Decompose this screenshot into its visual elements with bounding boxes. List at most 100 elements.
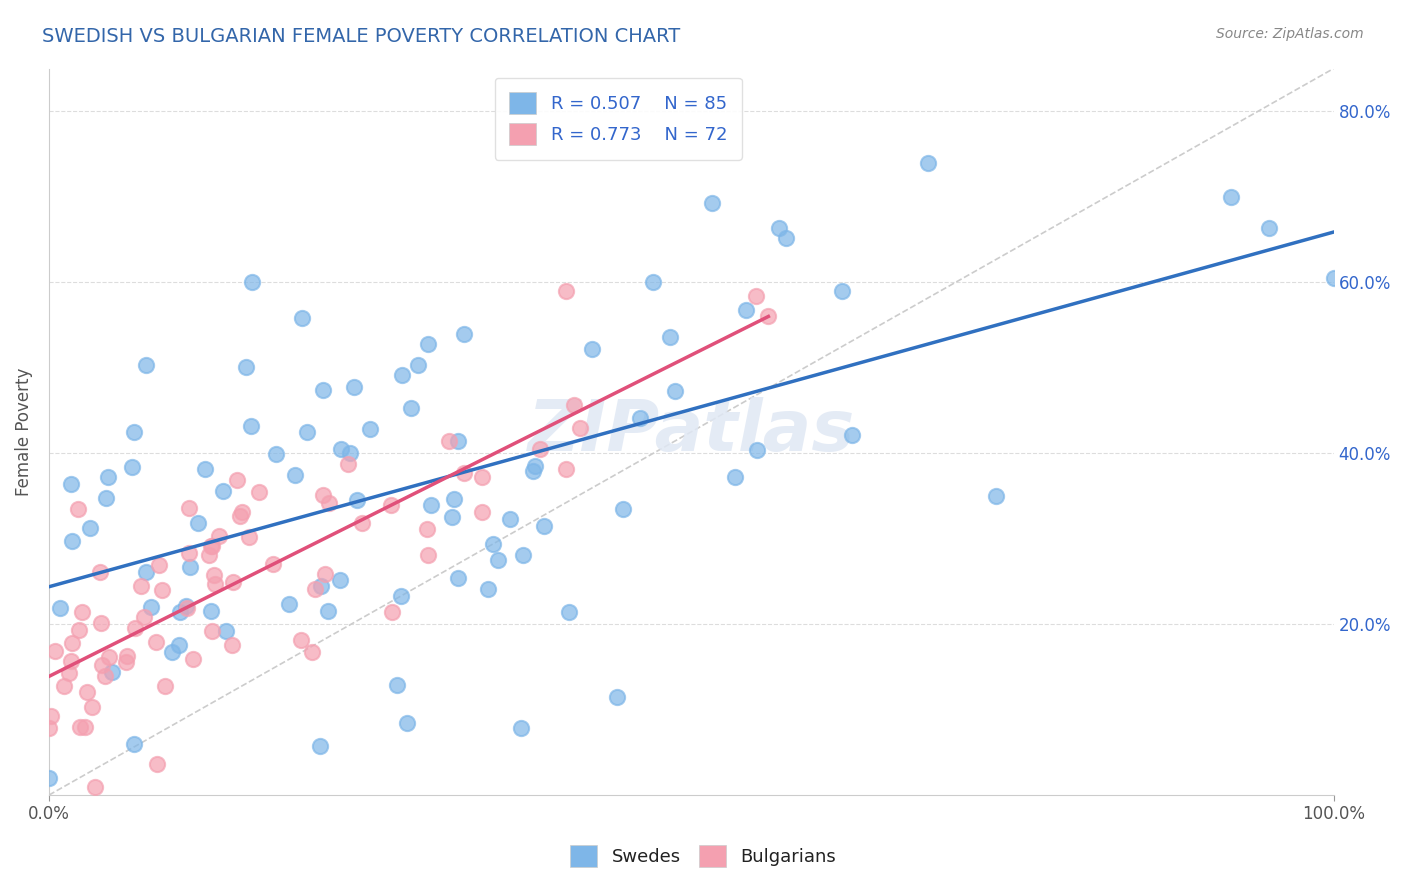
Point [453,327,475,342]
Point [72,605,94,619]
Point [124,621,146,635]
Point [482,537,505,551]
Point [122,425,145,440]
Point [201,624,224,638]
Point [221,574,243,589]
Point [562,398,585,412]
Point [628,410,651,425]
Point [291,310,314,325]
Point [311,383,333,397]
Point [247,485,270,500]
Point [202,568,225,582]
Point [359,422,381,436]
Point [554,284,576,298]
Point [297,425,319,439]
Point [44,644,66,658]
Point [69,720,91,734]
Point [1323,271,1346,285]
Point [453,467,475,481]
Point [745,443,768,458]
Point [441,510,464,524]
Point [529,442,551,456]
Point [447,571,470,585]
Point [124,737,146,751]
Point [179,546,201,560]
Point [240,275,263,289]
Point [240,418,263,433]
Point [316,604,339,618]
Point [59,654,82,668]
Point [179,559,201,574]
Point [443,491,465,506]
Point [135,358,157,372]
Point [581,342,603,356]
Point [204,577,226,591]
Point [277,597,299,611]
Point [150,583,173,598]
Point [238,530,260,544]
Point [169,638,191,652]
Point [114,655,136,669]
Point [59,477,82,491]
Point [389,590,412,604]
Point [380,498,402,512]
Point [554,462,576,476]
Point [399,401,422,416]
Point [312,487,335,501]
Point [641,275,664,289]
Point [775,231,797,245]
Point [145,635,167,649]
Point [176,600,198,615]
Point [262,557,284,571]
Point [201,540,224,554]
Point [758,310,780,324]
Point [522,464,544,478]
Point [226,473,249,487]
Point [229,509,252,524]
Point [558,606,581,620]
Point [200,604,222,618]
Point [471,470,494,484]
Point [235,360,257,375]
Point [160,645,183,659]
Point [94,491,117,505]
Point [447,434,470,449]
Point [90,657,112,672]
Point [342,380,364,394]
Point [208,529,231,543]
Point [329,573,352,587]
Point [169,605,191,619]
Y-axis label: Female Poverty: Female Poverty [15,368,32,496]
Text: ZIPatlas: ZIPatlas [527,397,855,467]
Point [98,650,121,665]
Point [917,155,939,169]
Point [659,330,682,344]
Point [58,665,80,680]
Point [187,516,209,531]
Text: Source: ZipAtlas.com: Source: ZipAtlas.com [1216,27,1364,41]
Point [101,665,124,679]
Point [231,505,253,519]
Point [39,709,62,723]
Point [121,459,143,474]
Point [533,518,555,533]
Point [337,457,360,471]
Point [129,579,152,593]
Point [314,566,336,581]
Point [477,582,499,597]
Point [1219,190,1241,204]
Point [439,434,461,448]
Point [841,428,863,442]
Point [67,623,90,637]
Point [612,501,634,516]
Point [197,548,219,562]
Point [181,651,204,665]
Point [221,638,243,652]
Point [38,771,60,785]
Point [418,548,440,562]
Point [49,601,72,615]
Point [724,470,747,484]
Point [153,679,176,693]
Point [744,289,766,303]
Point [330,442,353,456]
